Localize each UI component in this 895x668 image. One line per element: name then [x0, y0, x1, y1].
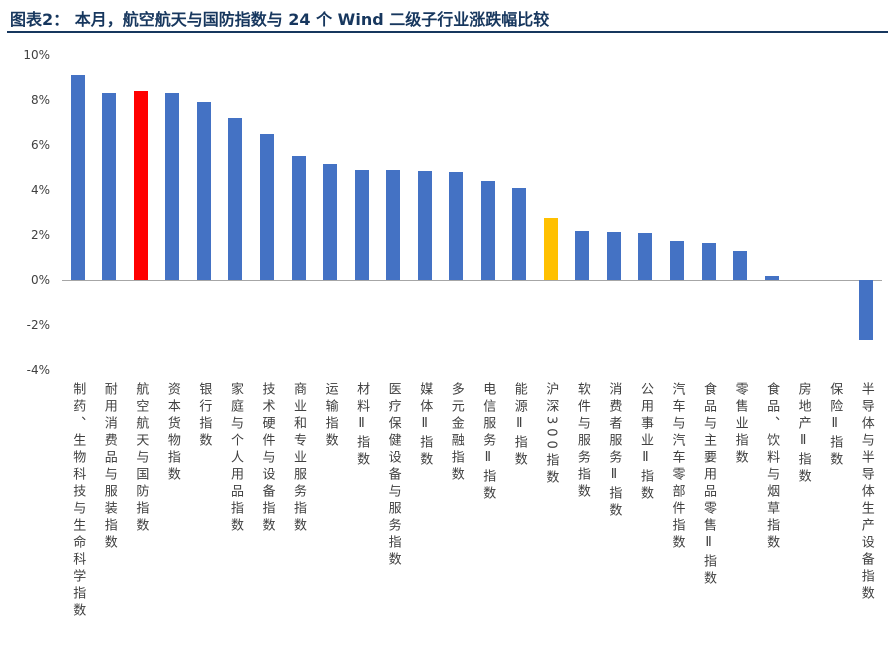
y-axis-tick-label: 0%: [30, 273, 50, 287]
x-axis-category-label: 零售业指数: [732, 382, 748, 467]
x-axis-category: 食品与主要用品零售Ⅱ指数: [693, 382, 725, 666]
plot-area: [62, 55, 882, 370]
x-axis-category-label: 消费者服务Ⅱ指数: [606, 382, 622, 520]
x-axis-category: 多元金融指数: [440, 382, 472, 666]
bar: [323, 164, 338, 280]
x-axis-category-label: 商业和专业服务指数: [291, 382, 307, 535]
y-axis-tick-label: -2%: [26, 318, 50, 332]
x-axis-category-label: 制药、生物科技与生命科学指数: [70, 382, 86, 620]
x-axis-category-label: 半导体与半导体生产设备指数: [858, 382, 874, 603]
bar: [228, 118, 243, 280]
bar: [260, 133, 274, 280]
bar: [512, 187, 527, 280]
x-axis-category: 媒体Ⅱ指数: [409, 382, 441, 666]
bar: [70, 75, 85, 280]
x-axis-category-label: 软件与服务指数: [574, 382, 590, 501]
x-axis-category-label: 沪深300指数: [543, 382, 559, 487]
x-axis-category: 商业和专业服务指数: [283, 382, 315, 666]
x-axis-category-label: 电信服务Ⅱ指数: [480, 382, 496, 503]
x-axis-category-label: 家庭与个人用品指数: [227, 382, 243, 535]
x-axis-category: 航空航天与国防指数: [125, 382, 157, 666]
bar: [291, 156, 306, 280]
bar: [701, 242, 716, 280]
x-axis-category-label: 运输指数: [322, 382, 338, 450]
x-axis-category: 材料Ⅱ指数: [346, 382, 378, 666]
x-axis-category: 运输指数: [314, 382, 346, 666]
x-axis-category: 保险Ⅱ指数: [819, 382, 851, 666]
y-axis-tick-label: 10%: [23, 48, 50, 62]
x-axis-category-label: 资本货物指数: [164, 382, 180, 484]
x-axis-category-label: 多元金融指数: [448, 382, 464, 484]
bar: [543, 218, 558, 280]
x-axis-category: 电信服务Ⅱ指数: [472, 382, 504, 666]
x-axis-zero-line: [62, 280, 882, 281]
bar: [102, 93, 117, 280]
x-axis-category: 食品、饮料与烟草指数: [756, 382, 788, 666]
x-axis-category: 半导体与半导体生产设备指数: [850, 382, 882, 666]
bar: [386, 169, 401, 280]
bar: [733, 250, 748, 280]
y-axis-tick-label: -4%: [26, 363, 50, 377]
bar: [606, 231, 621, 280]
bar: [417, 170, 432, 280]
x-axis-category-label: 食品、饮料与烟草指数: [764, 382, 780, 552]
y-axis-tick-label: 2%: [30, 228, 50, 242]
x-axis-category-label: 技术硬件与设备指数: [259, 382, 275, 535]
x-axis-category-label: 航空航天与国防指数: [133, 382, 149, 535]
x-axis-category-label: 保险Ⅱ指数: [827, 382, 843, 469]
x-axis-category: 银行指数: [188, 382, 220, 666]
x-axis-category-label: 能源Ⅱ指数: [511, 382, 527, 469]
bar: [354, 169, 369, 280]
x-axis-category-label: 公用事业Ⅱ指数: [637, 382, 653, 503]
figure-title: 图表2： 本月，航空航天与国防指数与 24 个 Wind 二级子行业涨跌幅比较: [10, 10, 550, 29]
y-axis-tick-label: 6%: [30, 138, 50, 152]
bar: [575, 230, 590, 280]
x-axis-category-label: 房地产Ⅱ指数: [795, 382, 811, 486]
bar: [165, 93, 180, 280]
bar: [670, 240, 684, 280]
bar: [449, 172, 464, 280]
x-axis-category: 消费者服务Ⅱ指数: [598, 382, 630, 666]
x-axis-labels: 制药、生物科技与生命科学指数 耐用消费品与服装指数 航空航天与国防指数 资本货物指数银…: [62, 382, 882, 666]
y-axis: 10% 8% 6% 4% 2% 0% -2% -4%: [0, 48, 58, 377]
y-axis-tick-label: 8%: [30, 93, 50, 107]
x-axis-category: 资本货物指数: [157, 382, 189, 666]
x-axis-category-label: 材料Ⅱ指数: [354, 382, 370, 469]
x-axis-category-label: 食品与主要用品零售Ⅱ指数: [701, 382, 717, 588]
x-axis-category: 汽车与汽车零部件指数: [661, 382, 693, 666]
bar: [480, 181, 495, 280]
x-axis-category: 沪深300指数: [535, 382, 567, 666]
x-axis-category: 制药、生物科技与生命科学指数: [62, 382, 94, 666]
x-axis-category-label: 耐用消费品与服装指数: [101, 382, 117, 552]
x-axis-category: 房地产Ⅱ指数: [787, 382, 819, 666]
bar: [133, 91, 148, 280]
bar: [859, 280, 874, 340]
x-axis-category-label: 媒体Ⅱ指数: [417, 382, 433, 469]
x-axis-category-label: 医疗保健设备与服务指数: [385, 382, 401, 569]
bar: [638, 232, 653, 280]
bar: [764, 275, 779, 280]
x-axis-category: 技术硬件与设备指数: [251, 382, 283, 666]
x-axis-category-label: 汽车与汽车零部件指数: [669, 382, 685, 552]
x-axis-category: 耐用消费品与服装指数: [94, 382, 126, 666]
bar: [196, 102, 211, 280]
x-axis-category: 软件与服务指数: [567, 382, 599, 666]
x-axis-category-label: 银行指数: [196, 382, 212, 450]
x-axis-category: 医疗保健设备与服务指数: [377, 382, 409, 666]
x-axis-category: 零售业指数: [724, 382, 756, 666]
title-divider: [7, 31, 888, 33]
x-axis-category: 公用事业Ⅱ指数: [630, 382, 662, 666]
x-axis-category: 家庭与个人用品指数: [220, 382, 252, 666]
x-axis-category: 能源Ⅱ指数: [504, 382, 536, 666]
y-axis-tick-label: 4%: [30, 183, 50, 197]
